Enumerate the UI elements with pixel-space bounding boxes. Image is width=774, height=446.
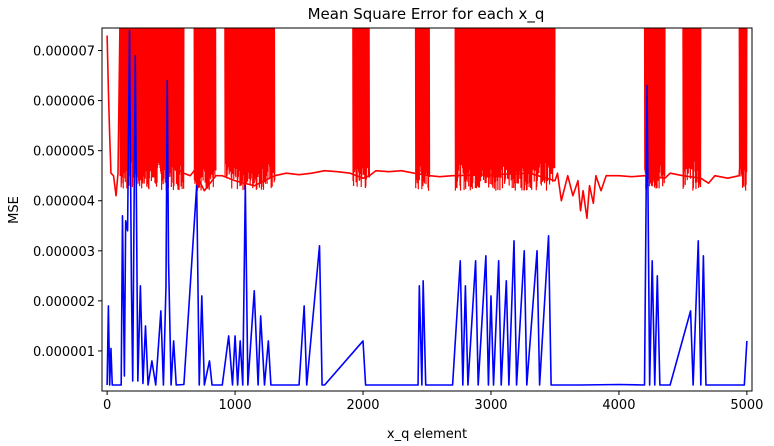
y-tick-label: 0.000002 <box>33 295 95 310</box>
series-layer <box>106 28 748 386</box>
series-1-line <box>106 29 748 386</box>
y-tick-label: 0.000001 <box>33 345 95 360</box>
x-tick-label: 0 <box>103 398 111 413</box>
y-tick-label: 0.000004 <box>33 195 95 210</box>
x-tick-label: 2000 <box>346 398 379 413</box>
chart-title: Mean Square Error for each x_q <box>308 5 545 24</box>
plot-frame <box>101 27 753 392</box>
x-tick-label: 3000 <box>474 398 507 413</box>
series-0-band-7 <box>682 28 702 191</box>
x-axis-label: x_q element <box>387 427 467 442</box>
x-tick-label: 5000 <box>730 398 763 413</box>
x-tick-label: 4000 <box>602 398 635 413</box>
series-0-band-2 <box>224 28 276 191</box>
series-0-band-3 <box>352 28 371 189</box>
y-axis: 0.000001 0.000002 0.000003 0.000004 0.000005… <box>33 45 102 360</box>
series-1-group <box>106 29 748 386</box>
x-tick-label: 1000 <box>219 398 252 413</box>
y-tick-label: 0.000003 <box>33 245 95 260</box>
y-tick-label: 0.000006 <box>33 95 95 110</box>
series-0-band-5 <box>454 28 556 191</box>
series-0-band-4 <box>414 28 431 191</box>
x-axis: 0 1000 2000 3000 4000 5000 <box>103 391 763 413</box>
series-0-band-1 <box>193 28 217 191</box>
y-tick-label: 0.000005 <box>33 145 95 160</box>
y-tick-label: 0.000007 <box>33 45 95 60</box>
y-axis-label: MSE <box>7 196 22 224</box>
series-0-group <box>106 28 748 220</box>
